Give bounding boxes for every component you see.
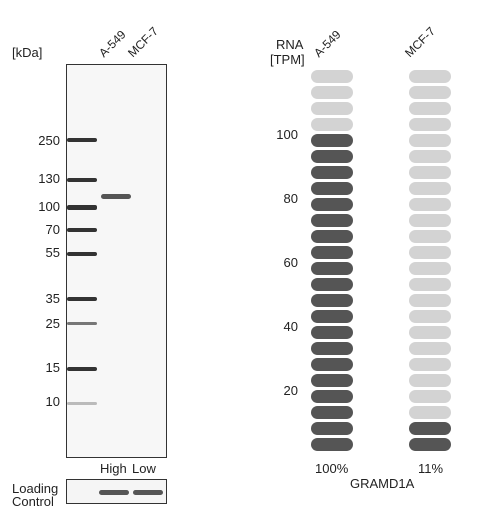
rna-segment — [409, 182, 451, 195]
western-blot-image — [66, 64, 167, 458]
rna-segment — [311, 278, 353, 291]
rna-percent-a549: 100% — [315, 461, 349, 476]
rna-segment — [409, 374, 451, 387]
rna-column-a549 — [311, 70, 353, 454]
rna-cellline-mcf7: MCF-7 — [402, 24, 438, 61]
rna-segment — [409, 134, 451, 147]
rna-segment — [311, 406, 353, 419]
marker-25: 25 — [45, 316, 60, 331]
rna-percent-mcf7: 11% — [418, 461, 444, 476]
gene-name: GRAMD1A — [350, 476, 415, 491]
rna-segment — [409, 166, 451, 179]
rna-segment — [409, 326, 451, 339]
lane-label-mcf7: MCF-7 — [125, 24, 161, 61]
rna-segment — [409, 422, 451, 435]
rna-segment — [311, 182, 353, 195]
lane-label-a549: A-549 — [96, 27, 129, 61]
rna-segment — [311, 198, 353, 211]
marker-130: 130 — [38, 171, 60, 186]
marker-55: 55 — [45, 245, 60, 260]
rna-segment — [409, 118, 451, 131]
rna-segment — [409, 278, 451, 291]
rna-segment — [311, 310, 353, 323]
rna-segment — [311, 102, 353, 115]
rna-segment — [311, 86, 353, 99]
rna-tick-60: 60 — [283, 255, 298, 270]
rna-segment — [409, 102, 451, 115]
rna-segment — [311, 262, 353, 275]
marker-10: 10 — [45, 394, 60, 409]
rna-segment — [311, 422, 353, 435]
rna-segment — [409, 230, 451, 243]
rna-axis-title-line2: [TPM] — [270, 52, 305, 67]
rna-segment — [311, 358, 353, 371]
marker-70: 70 — [45, 222, 60, 237]
rna-segment — [311, 230, 353, 243]
kda-unit-label: [kDa] — [12, 45, 43, 60]
rna-segment — [409, 342, 451, 355]
rna-segment — [409, 246, 451, 259]
rna-segment — [311, 246, 353, 259]
loading-control-label-line1: Loading — [12, 481, 59, 496]
rna-column-mcf7 — [409, 70, 451, 454]
rna-segment — [311, 150, 353, 163]
rna-tick-80: 80 — [283, 191, 298, 206]
rna-segment — [311, 342, 353, 355]
rna-segment — [409, 198, 451, 211]
protein-band-a549 — [101, 194, 131, 199]
rna-tick-100: 100 — [276, 127, 298, 142]
rna-segment — [311, 326, 353, 339]
loading-control-image — [66, 479, 167, 504]
rna-segment — [311, 134, 353, 147]
rna-segment — [311, 438, 353, 451]
rna-segment — [311, 118, 353, 131]
rna-segment — [409, 294, 451, 307]
rna-segment — [409, 390, 451, 403]
rna-segment — [409, 70, 451, 83]
marker-250: 250 — [38, 133, 60, 148]
rna-segment — [311, 374, 353, 387]
rna-segment — [409, 86, 451, 99]
rna-axis-title-line1: RNA — [276, 37, 304, 52]
rna-tick-20: 20 — [283, 383, 298, 398]
marker-100: 100 — [38, 199, 60, 214]
rna-segment — [311, 294, 353, 307]
rna-segment — [409, 262, 451, 275]
rna-segment — [409, 214, 451, 227]
rna-segment — [409, 406, 451, 419]
loading-control-label-line2: Control — [12, 494, 54, 509]
rna-segment — [409, 358, 451, 371]
marker-15: 15 — [45, 360, 60, 375]
rna-segment — [311, 390, 353, 403]
rna-segment — [311, 166, 353, 179]
rna-segment — [409, 438, 451, 451]
expression-high-label: High — [100, 461, 127, 476]
rna-cellline-a549: A-549 — [311, 27, 344, 61]
rna-segment — [311, 70, 353, 83]
rna-segment — [409, 150, 451, 163]
rna-segment — [311, 214, 353, 227]
rna-tick-40: 40 — [283, 319, 298, 334]
expression-low-label: Low — [132, 461, 156, 476]
marker-35: 35 — [45, 291, 60, 306]
rna-segment — [409, 310, 451, 323]
